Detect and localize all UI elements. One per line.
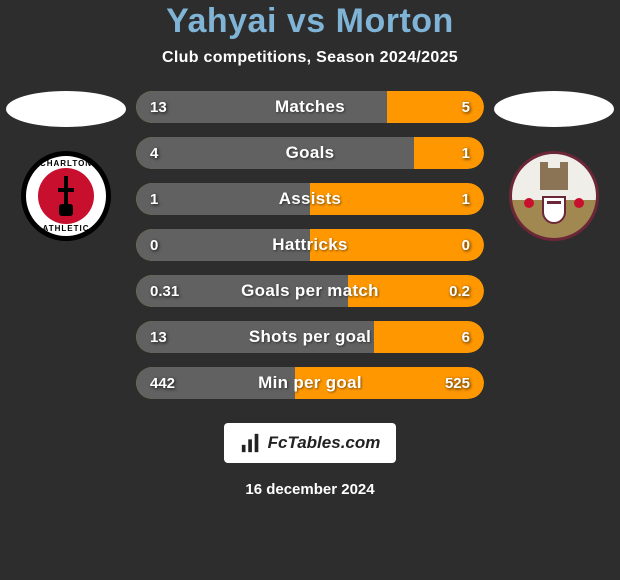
- northampton-badge-icon: [509, 151, 599, 241]
- stat-value-player1: 13: [150, 91, 167, 123]
- page-title: Yahyai vs Morton: [0, 2, 620, 41]
- stat-label: Goals per match: [136, 275, 484, 307]
- stat-label: Hattricks: [136, 229, 484, 261]
- stat-value-player1: 0.31: [150, 275, 179, 307]
- stat-row: Hattricks0 0: [136, 229, 484, 261]
- stat-value-player2: 5: [462, 91, 470, 123]
- player1-column: CHARLTON ATHLETIC: [6, 91, 126, 241]
- stat-value-player2: 0.2: [449, 275, 470, 307]
- stat-value-player1: 4: [150, 137, 158, 169]
- stat-label: Min per goal: [136, 367, 484, 399]
- stats-bars: Matches135Goals41Assists11Hattricks00Goa…: [136, 91, 484, 399]
- player2-photo-placeholder: [494, 91, 614, 127]
- stat-value-player1: 0: [150, 229, 158, 261]
- stat-row: Goals4 1: [136, 137, 484, 169]
- stat-row: Min per goal442 525: [136, 367, 484, 399]
- stat-label: Matches: [136, 91, 484, 123]
- stat-label: Goals: [136, 137, 484, 169]
- date-label: 16 december 2024: [245, 481, 374, 498]
- stat-value-player2: 525: [445, 367, 470, 399]
- stat-value-player1: 1: [150, 183, 158, 215]
- player1-photo-placeholder: [6, 91, 126, 127]
- stat-value-player2: 1: [462, 183, 470, 215]
- comparison-panel: CHARLTON ATHLETIC Matches135Goals41Assis…: [0, 91, 620, 399]
- stat-row: Assists1 1: [136, 183, 484, 215]
- stat-value-player1: 442: [150, 367, 175, 399]
- stat-label: Shots per goal: [136, 321, 484, 353]
- fctables-logo: FcTables.com: [224, 423, 396, 463]
- charlton-badge-icon: CHARLTON ATHLETIC: [21, 151, 111, 241]
- bar-chart-icon: [240, 432, 262, 454]
- subtitle: Club competitions, Season 2024/2025: [0, 49, 620, 67]
- player2-column: [494, 91, 614, 241]
- stat-row: Shots per goal13 6: [136, 321, 484, 353]
- stat-value-player1: 13: [150, 321, 167, 353]
- stat-value-player2: 6: [462, 321, 470, 353]
- stat-row: Matches13 5: [136, 91, 484, 123]
- stat-value-player2: 1: [462, 137, 470, 169]
- fctables-text: FcTables.com: [268, 433, 381, 453]
- stat-row: Goals per match0.31 0.2: [136, 275, 484, 307]
- stat-value-player2: 0: [462, 229, 470, 261]
- stat-label: Assists: [136, 183, 484, 215]
